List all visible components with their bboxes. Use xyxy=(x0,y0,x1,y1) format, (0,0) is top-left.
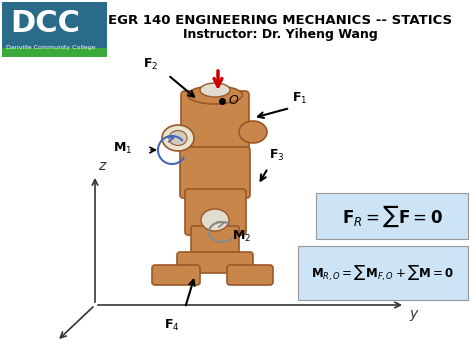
Text: $O$: $O$ xyxy=(228,93,239,106)
Text: z: z xyxy=(98,159,105,173)
FancyBboxPatch shape xyxy=(185,189,246,235)
Text: $\mathbf{M}_1$: $\mathbf{M}_1$ xyxy=(113,141,132,155)
Ellipse shape xyxy=(162,125,194,151)
Text: $\mathbf{F}_3$: $\mathbf{F}_3$ xyxy=(269,148,284,163)
FancyBboxPatch shape xyxy=(227,265,273,285)
Text: Danville Community College: Danville Community College xyxy=(6,45,96,50)
Text: $\mathbf{M}_{R,O} = \sum \mathbf{M}_{F,O} + \sum \mathbf{M} = \mathbf{0}$: $\mathbf{M}_{R,O} = \sum \mathbf{M}_{F,O… xyxy=(311,263,455,283)
Text: $\mathbf{F}_1$: $\mathbf{F}_1$ xyxy=(292,91,308,106)
FancyBboxPatch shape xyxy=(298,246,468,300)
Text: Instructor: Dr. Yiheng Wang: Instructor: Dr. Yiheng Wang xyxy=(182,28,377,41)
Ellipse shape xyxy=(169,131,187,146)
FancyBboxPatch shape xyxy=(191,226,239,260)
Text: $\mathbf{M}_2$: $\mathbf{M}_2$ xyxy=(232,229,251,244)
Text: x: x xyxy=(51,353,59,355)
FancyBboxPatch shape xyxy=(2,48,107,57)
Ellipse shape xyxy=(239,121,267,143)
Text: $\mathbf{F}_{R} = \sum \mathbf{F} = \mathbf{0}$: $\mathbf{F}_{R} = \sum \mathbf{F} = \mat… xyxy=(342,203,442,229)
FancyBboxPatch shape xyxy=(152,265,200,285)
Text: EGR 140 ENGINEERING MECHANICS -- STATICS: EGR 140 ENGINEERING MECHANICS -- STATICS xyxy=(108,14,452,27)
Text: y: y xyxy=(409,307,417,321)
FancyBboxPatch shape xyxy=(177,252,253,273)
Ellipse shape xyxy=(200,83,230,97)
FancyBboxPatch shape xyxy=(316,193,468,239)
Text: DCC: DCC xyxy=(10,9,80,38)
FancyBboxPatch shape xyxy=(2,2,107,57)
Ellipse shape xyxy=(188,86,243,104)
Text: $\mathbf{F}_4$: $\mathbf{F}_4$ xyxy=(164,318,180,333)
Ellipse shape xyxy=(201,209,229,231)
FancyBboxPatch shape xyxy=(181,91,249,154)
FancyBboxPatch shape xyxy=(180,147,250,198)
Text: $\mathbf{F}_2$: $\mathbf{F}_2$ xyxy=(143,57,158,72)
